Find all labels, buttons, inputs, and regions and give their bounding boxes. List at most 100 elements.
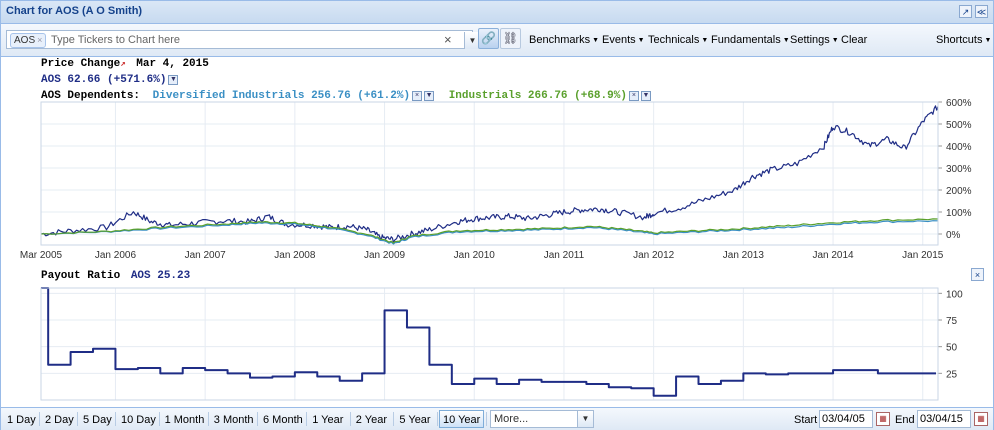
- range-separator: [115, 412, 116, 426]
- collapse-icon[interactable]: ≪: [975, 5, 988, 18]
- ticker-chip-label: AOS: [14, 35, 36, 46]
- range-separator: [158, 412, 160, 426]
- x-tick-label: Jan 2013: [723, 250, 765, 261]
- y-tick-label: 75: [946, 316, 958, 327]
- charts-svg: 0% 100% 200% 300% 400% 500% 600% Mar 2005 Jan 2…: [20, 98, 972, 401]
- menu-benchmarks[interactable]: Benchmarks ▼: [529, 34, 599, 46]
- link-icon[interactable]: 🔗: [478, 28, 499, 49]
- end-date-input[interactable]: 03/04/15: [917, 410, 971, 428]
- y-tick-label: 100: [946, 289, 963, 300]
- menu-label: Fundamentals: [711, 34, 781, 46]
- payout-series-label[interactable]: AOS 25.23: [130, 270, 191, 282]
- x-tick-label: Jan 2008: [274, 250, 316, 261]
- calendar-icon[interactable]: ▦: [974, 412, 988, 426]
- y-tick-label: 400%: [946, 142, 972, 153]
- price-x-ticks: Mar 2005 Jan 2006 Jan 2007 Jan 2008 Jan 2009…: [20, 250, 944, 261]
- range-separator: [393, 412, 395, 426]
- dependents-legend: AOS Dependents: Diversified Industrials …: [41, 90, 651, 102]
- range-separator: [39, 412, 40, 426]
- y-tick-label: 600%: [946, 98, 972, 109]
- menu-label: Shortcuts: [936, 34, 983, 46]
- x-tick-label: Jan 2006: [95, 250, 137, 261]
- range-bar: 1 Day 2 Day 5 Day 10 Day 1 Month 3 Month 6 Mon…: [1, 407, 993, 430]
- range-button-5-year[interactable]: 5 Year: [399, 414, 431, 426]
- range-separator: [77, 412, 78, 426]
- series-line-aos: [40, 105, 939, 243]
- unlink-icon[interactable]: ⛓: [500, 28, 521, 49]
- x-tick-label: Jan 2009: [364, 250, 406, 261]
- aos-series-label[interactable]: AOS 62.66 (+571.6%): [41, 74, 167, 86]
- menu-label: Events: [602, 34, 636, 46]
- start-date-input[interactable]: 03/04/05: [819, 410, 873, 428]
- range-button-2-year[interactable]: 2 Year: [355, 414, 387, 426]
- range-separator: [306, 412, 308, 426]
- price-series: [40, 105, 939, 245]
- clear-input-icon[interactable]: ×: [444, 32, 452, 47]
- menu-label: Benchmarks: [529, 34, 591, 46]
- range-button-6-month[interactable]: 6 Month: [263, 414, 303, 426]
- range-button-1-month[interactable]: 1 Month: [164, 414, 205, 426]
- chevron-down-icon: ▼: [831, 37, 839, 44]
- y-tick-label: 0%: [946, 230, 961, 241]
- close-panel-icon[interactable]: ×: [971, 268, 984, 281]
- start-label: Start: [794, 414, 818, 426]
- payout-series: [41, 287, 936, 397]
- window-titlebar: Chart for AOS (A O Smith) ↗ ≪: [1, 1, 993, 24]
- chevron-down-icon[interactable]: ▼: [577, 411, 593, 427]
- aos-legend: AOS 62.66 (+571.6%) ▼: [41, 74, 179, 86]
- diversified-series-label[interactable]: Diversified Industrials 256.76 (+61.2%): [152, 90, 411, 102]
- more-label: More...: [494, 413, 529, 425]
- y-tick-label: 100%: [946, 208, 972, 219]
- price-date: Mar 4, 2015: [136, 58, 209, 70]
- chevron-down-icon: ▼: [637, 37, 645, 44]
- menu-shortcuts[interactable]: Shortcuts ▼: [936, 34, 991, 46]
- series-menu-icon[interactable]: ▼: [640, 91, 651, 101]
- remove-ticker-icon[interactable]: ×: [37, 35, 43, 45]
- clear-button[interactable]: Clear: [841, 34, 868, 46]
- range-button-10-day[interactable]: 10 Day: [121, 414, 156, 426]
- chart-type-icon[interactable]: ↗: [120, 59, 126, 69]
- y-tick-label: 50: [946, 343, 958, 354]
- range-button-2-day[interactable]: 2 Day: [45, 414, 74, 426]
- ticker-chip[interactable]: AOS ×: [10, 33, 47, 48]
- menu-label: Settings: [790, 34, 830, 46]
- x-tick-label: Jan 2015: [902, 250, 944, 261]
- more-ranges-select[interactable]: More... ▼: [490, 410, 594, 428]
- chevron-down-icon: ▼: [782, 37, 790, 44]
- range-button-1-year[interactable]: 1 Year: [312, 414, 344, 426]
- menu-settings[interactable]: Settings ▼: [790, 34, 839, 46]
- range-button-1-day[interactable]: 1 Day: [7, 414, 36, 426]
- price-plot-frame: [40, 101, 939, 246]
- range-separator: [349, 412, 351, 426]
- series-menu-icon[interactable]: ▼: [168, 75, 179, 85]
- industrials-series-label[interactable]: Industrials 266.76 (+68.9%): [448, 90, 627, 102]
- chart-toolbar: AOS× × ▼ 🔗 ⛓ Benchmarks▼ Events▼ Technic…: [1, 24, 993, 57]
- series-line-diversified-industrials: [40, 220, 939, 245]
- range-button-5-day[interactable]: 5 Day: [83, 414, 112, 426]
- payout-plot-frame: [40, 287, 939, 401]
- series-menu-icon[interactable]: ▼: [424, 91, 435, 101]
- y-tick-label: 500%: [946, 120, 972, 131]
- menu-fundamentals[interactable]: Fundamentals ▼: [711, 34, 790, 46]
- ticker-search-input[interactable]: [51, 32, 441, 47]
- ticker-input-box[interactable]: AOS× × ▼: [6, 30, 480, 49]
- remove-series-icon[interactable]: ×: [628, 91, 639, 101]
- range-separator: [437, 412, 438, 426]
- series-line-industrials: [40, 218, 939, 244]
- x-tick-label: Jan 2014: [812, 250, 854, 261]
- payout-legend: Payout Ratio AOS 25.23: [41, 270, 190, 282]
- price-change-label: Price Change: [41, 58, 121, 70]
- menu-technicals[interactable]: Technicals ▼: [648, 34, 708, 46]
- range-separator: [207, 412, 209, 426]
- menu-events[interactable]: Events ▼: [602, 34, 645, 46]
- range-button-10-year[interactable]: 10 Year: [439, 410, 485, 428]
- calendar-icon[interactable]: ▦: [876, 412, 890, 426]
- x-tick-label: Mar 2005: [20, 250, 63, 261]
- popout-icon[interactable]: ↗: [959, 5, 972, 18]
- range-button-3-month[interactable]: 3 Month: [213, 414, 254, 426]
- range-separator: [486, 412, 488, 426]
- remove-series-icon[interactable]: ×: [412, 91, 423, 101]
- range-separator: [257, 412, 258, 426]
- ticker-dropdown-icon[interactable]: ▼: [464, 32, 480, 49]
